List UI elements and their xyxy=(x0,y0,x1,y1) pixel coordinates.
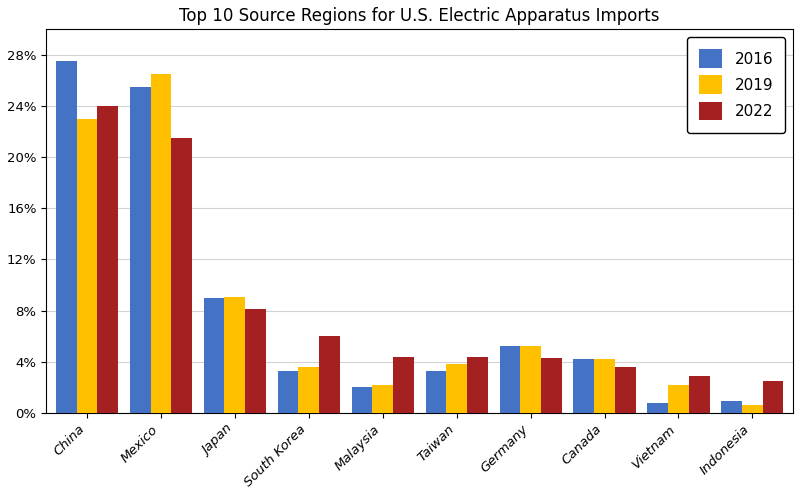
Bar xyxy=(574,359,594,413)
Bar xyxy=(319,336,340,413)
Bar xyxy=(56,61,77,413)
Bar xyxy=(762,381,783,413)
Bar xyxy=(98,106,118,413)
Bar xyxy=(77,119,98,413)
Bar xyxy=(647,403,668,413)
Bar xyxy=(171,138,192,413)
Bar xyxy=(467,357,488,413)
Bar xyxy=(426,371,446,413)
Bar xyxy=(722,401,742,413)
Bar xyxy=(742,405,762,413)
Bar xyxy=(594,359,615,413)
Title: Top 10 Source Regions for U.S. Electric Apparatus Imports: Top 10 Source Regions for U.S. Electric … xyxy=(179,7,660,25)
Bar xyxy=(499,346,520,413)
Bar xyxy=(372,385,393,413)
Bar xyxy=(446,365,467,413)
Bar xyxy=(520,346,541,413)
Bar xyxy=(150,74,171,413)
Bar xyxy=(352,387,372,413)
Bar xyxy=(668,385,689,413)
Bar xyxy=(278,371,298,413)
Bar xyxy=(298,367,319,413)
Bar xyxy=(245,310,266,413)
Bar xyxy=(689,376,710,413)
Bar xyxy=(130,87,150,413)
Bar xyxy=(615,367,635,413)
Bar xyxy=(541,358,562,413)
Bar xyxy=(225,297,245,413)
Bar xyxy=(393,357,414,413)
Bar xyxy=(204,298,225,413)
Legend: 2016, 2019, 2022: 2016, 2019, 2022 xyxy=(687,37,786,132)
